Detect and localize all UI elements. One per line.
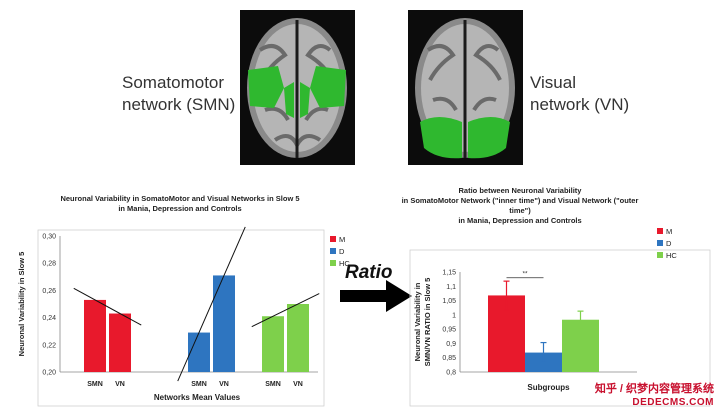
left-bar-chart: 0,20 0,22 0,24 0,26 0,28 0,30 Neuronal Variabi… — [17, 226, 350, 407]
legend-swatch-m — [330, 236, 336, 242]
smn-label-line1: Somatomotor — [122, 73, 225, 92]
vn-brain-image — [408, 10, 523, 165]
left-chart-frame — [37, 229, 325, 407]
legend-swatch-d — [330, 248, 336, 254]
bar-hc-vn — [287, 304, 309, 372]
bar-m-smn — [84, 299, 106, 372]
right-y-tick-label: 1 — [452, 312, 456, 319]
right-y-tick-label: 1,05 — [442, 298, 456, 305]
left-y-tick-label: 0,20 — [42, 370, 56, 377]
bar-hc-smn — [262, 316, 284, 372]
right-y-tick-label: 0,9 — [446, 341, 456, 348]
legend-swatch-hc — [330, 260, 336, 266]
right-y-axis-label-line2: SMN/VN RATIO in Slow 5 — [423, 278, 432, 367]
legend-label-hc: HC — [666, 251, 677, 260]
bar-m-vn — [109, 313, 131, 372]
left-x-tick-label: VN — [219, 381, 229, 388]
legend-label-d: D — [339, 247, 345, 256]
smn-brain-image — [240, 10, 355, 165]
left-y-tick-label: 0,30 — [42, 234, 56, 241]
vn-label-line2: network (VN) — [530, 95, 630, 114]
legend-label-m: M — [339, 235, 345, 244]
right-chart-title: Ratio between Neuronal Variability in So… — [400, 186, 640, 226]
smn-label-line2: network (SMN) — [122, 95, 236, 114]
watermark-line2: DEDECMS.COM — [632, 397, 714, 408]
smn-brain-svg — [247, 18, 347, 158]
right-chart-title-line3: in Mania, Depression and Controls — [458, 216, 582, 225]
trend-line-d — [177, 226, 246, 382]
left-y-tick-label: 0,24 — [42, 315, 56, 322]
significance-label: ** — [522, 271, 528, 278]
left-x-tick-label: VN — [293, 381, 303, 388]
right-chart-frame — [409, 249, 711, 407]
vn-brain-svg — [415, 18, 515, 159]
right-y-tick-label: 0,95 — [442, 327, 456, 334]
legend-label-m: M — [666, 227, 672, 236]
legend-swatch-m — [657, 228, 663, 234]
right-chart-title-line1: Ratio between Neuronal Variability — [458, 186, 582, 195]
legend-swatch-hc — [657, 252, 663, 258]
left-x-tick-label: SMN — [191, 381, 207, 388]
left-y-tick-label: 0,28 — [42, 261, 56, 268]
vn-label-line1: Visual — [530, 73, 576, 92]
watermark: 知乎 / 织梦内容管理系统 DEDECMS.COM — [595, 383, 714, 409]
right-y-tick-label: 0,85 — [442, 355, 456, 362]
ratio-label: Ratio — [345, 262, 393, 283]
left-x-tick-label: VN — [115, 381, 125, 388]
right-y-tick-label: 1,15 — [442, 270, 456, 277]
legend-label-hc: HC — [339, 259, 350, 268]
legend-swatch-d — [657, 240, 663, 246]
trend-line-hc — [251, 293, 320, 328]
right-y-tick-label: 1,1 — [446, 284, 456, 291]
legend-label-d: D — [666, 239, 672, 248]
left-chart-title-line2: in Mania, Depression and Controls — [118, 204, 242, 213]
trend-line-m — [73, 287, 142, 326]
left-chart-title-line1: Neuronal Variability in SomatoMotor and … — [60, 194, 300, 203]
right-y-axis-label-line1: Neuronal Variability in — [413, 282, 422, 361]
left-y-tick-label: 0,26 — [42, 288, 56, 295]
left-chart-title: Neuronal Variability in SomatoMotor and … — [40, 194, 320, 214]
right-chart-title-line2: in SomatoMotor Network ("inner time") an… — [401, 196, 639, 215]
right-x-axis-label: Subgroups — [527, 383, 570, 392]
left-x-tick-label: SMN — [87, 381, 103, 388]
smn-label: Somatomotor network (SMN) — [122, 72, 235, 116]
bar-d-vn — [213, 275, 235, 372]
arrow-icon — [340, 280, 412, 312]
left-x-tick-label: SMN — [265, 381, 281, 388]
left-y-axis-label: Neuronal Variability in Slow 5 — [17, 252, 26, 357]
right-bar-chart: 0,8 0,85 0,9 0,95 1 1,05 1,1 1,15 Neuronal Varia… — [409, 227, 711, 407]
left-y-tick-label: 0,22 — [42, 342, 56, 349]
bar-d-smn — [188, 332, 210, 372]
left-x-axis-label: Networks Mean Values — [154, 393, 241, 402]
watermark-line1: 知乎 / 织梦内容管理系统 — [594, 383, 714, 395]
vn-label: Visual network (VN) — [530, 72, 629, 116]
right-y-tick-label: 0,8 — [446, 370, 456, 377]
